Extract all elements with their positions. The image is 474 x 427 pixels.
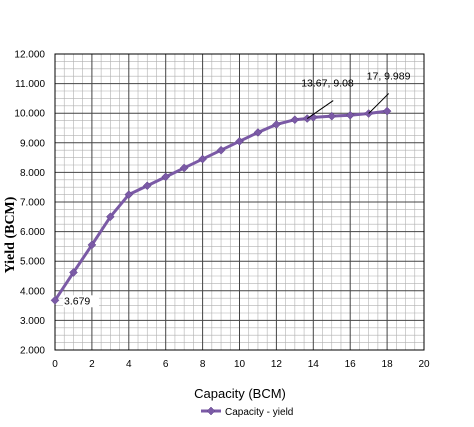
- y-axis-label: Yield (BCM): [3, 196, 18, 273]
- y-tick-label: 11.000: [15, 79, 45, 90]
- series-group: [50, 106, 392, 305]
- x-tick-labels: 0 2 4 6 8 10 12 14 16 18 20: [52, 359, 430, 370]
- legend-marker-icon: [206, 406, 216, 416]
- data-point: [235, 136, 244, 146]
- y-tick-label: 9.000: [20, 138, 45, 149]
- annotation-label: 3.679: [64, 295, 90, 307]
- legend-entry-label: Capacity - yield: [225, 407, 293, 418]
- y-tick-label: 3.000: [20, 316, 45, 327]
- data-point: [69, 268, 78, 277]
- x-tick-label: 10: [234, 359, 246, 370]
- data-point: [105, 212, 115, 222]
- data-point: [87, 240, 97, 250]
- data-point: [142, 181, 152, 191]
- data-point: [272, 120, 281, 129]
- y-tick-label: 5.000: [20, 257, 45, 268]
- data-point: [124, 190, 134, 199]
- annotation-label: 17, 9.989: [367, 71, 411, 83]
- x-tick-label: 6: [163, 359, 169, 370]
- y-tick-label: 4.000: [20, 286, 45, 297]
- annotation-leader-line: [368, 93, 390, 114]
- annotation-label-bg: [63, 295, 99, 308]
- y-tick-label: 12.000: [14, 50, 45, 61]
- x-tick-label: 2: [89, 359, 95, 370]
- data-point: [345, 110, 355, 120]
- y-tick-label: 6.000: [20, 227, 45, 238]
- x-tick-label: 20: [418, 359, 430, 370]
- annotation-label: 13.67, 9.08: [301, 78, 354, 90]
- x-tick-label: 16: [345, 359, 357, 370]
- data-point: [179, 163, 189, 173]
- annotation-leader-line: [306, 100, 334, 119]
- data-point: [216, 145, 226, 155]
- x-tick-label: 8: [200, 359, 206, 370]
- x-axis-label: Capacity (BCM): [194, 386, 286, 401]
- legend: Capacity - yield: [201, 406, 293, 418]
- x-tick-label: 0: [52, 359, 58, 370]
- y-tick-label: 8.000: [20, 168, 45, 179]
- x-tick-label: 4: [126, 359, 132, 370]
- data-point: [327, 111, 337, 121]
- y-tick-label: 7.000: [20, 198, 45, 209]
- data-point: [161, 172, 171, 182]
- annotations-group: 3.679 13.67, 9.08 17, 9.989: [63, 71, 411, 308]
- data-point: [198, 154, 207, 164]
- x-tick-label: 18: [382, 359, 394, 370]
- y-tick-label: 2.000: [20, 346, 45, 357]
- y-tick-labels: 2.000 3.000 4.000 5.000 6.000 7.000 8.000 9.000…: [14, 50, 45, 357]
- x-tick-label: 14: [308, 359, 320, 370]
- data-point: [50, 295, 60, 305]
- data-point: [253, 128, 263, 137]
- data-point: [290, 115, 300, 125]
- y-tick-label: 10.000: [14, 109, 45, 120]
- plot-border: [54, 53, 425, 351]
- data-point: [382, 106, 392, 116]
- x-tick-label: 12: [271, 359, 283, 370]
